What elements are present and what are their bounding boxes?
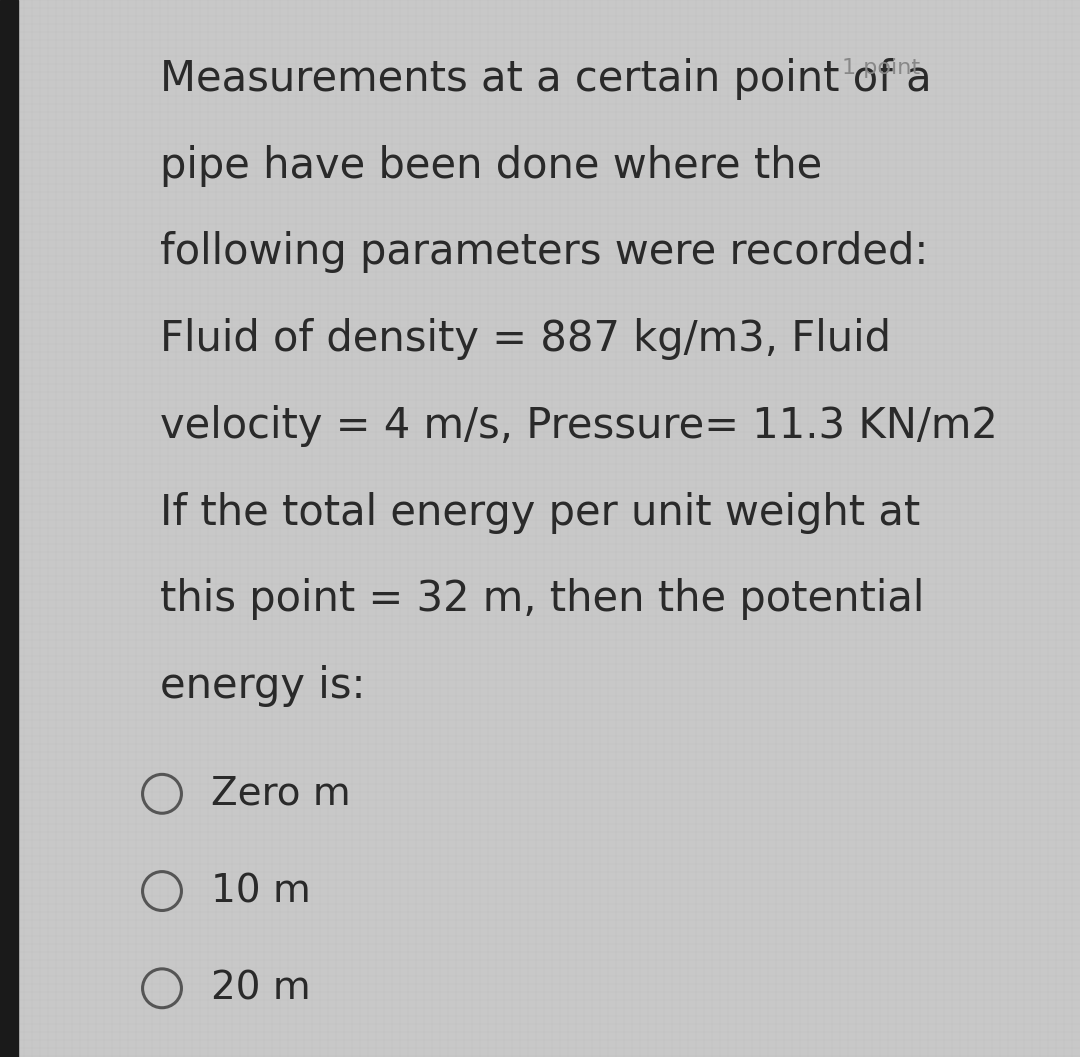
- Text: following parameters were recorded:: following parameters were recorded:: [160, 231, 928, 274]
- Text: 10 m: 10 m: [211, 872, 310, 910]
- Text: energy is:: energy is:: [160, 665, 365, 707]
- Text: Measurements at a certain point of a: Measurements at a certain point of a: [160, 58, 931, 100]
- Text: 20 m: 20 m: [211, 969, 310, 1007]
- Text: 1 point: 1 point: [842, 58, 920, 78]
- Text: Fluid of density = 887 kg/m3, Fluid: Fluid of density = 887 kg/m3, Fluid: [160, 318, 891, 360]
- Text: If the total energy per unit weight at: If the total energy per unit weight at: [160, 492, 920, 534]
- Text: this point = 32 m, then the potential: this point = 32 m, then the potential: [160, 578, 924, 620]
- Text: Zero m: Zero m: [211, 775, 350, 813]
- Bar: [0, 0, 18, 1057]
- Text: velocity = 4 m/s, Pressure= 11.3 KN/m2: velocity = 4 m/s, Pressure= 11.3 KN/m2: [160, 405, 998, 447]
- Text: pipe have been done where the: pipe have been done where the: [160, 145, 822, 187]
